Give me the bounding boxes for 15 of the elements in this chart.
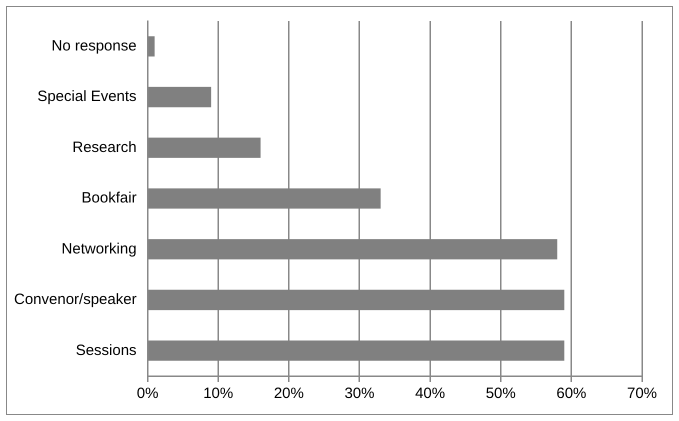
x-tick-label: 20% bbox=[274, 385, 304, 402]
x-tick-label: 60% bbox=[556, 385, 586, 402]
x-tick-label: 0% bbox=[136, 385, 158, 402]
y-tick-label: Networking bbox=[62, 240, 137, 258]
y-tick-label: Research bbox=[72, 138, 137, 156]
y-tick-label: Convenor/speaker bbox=[14, 291, 137, 308]
y-tick-label: Sessions bbox=[76, 342, 137, 359]
x-tick-label: 50% bbox=[486, 385, 516, 402]
y-tick-label: Bookfair bbox=[82, 190, 137, 207]
x-tick-label: 30% bbox=[344, 385, 374, 402]
x-tick-label: 10% bbox=[203, 385, 234, 402]
x-tick-label: 70% bbox=[626, 385, 658, 402]
x-tick-label: 40% bbox=[415, 385, 446, 402]
y-tick-label: Special Events bbox=[37, 88, 137, 106]
y-tick-label: No response bbox=[52, 38, 137, 54]
